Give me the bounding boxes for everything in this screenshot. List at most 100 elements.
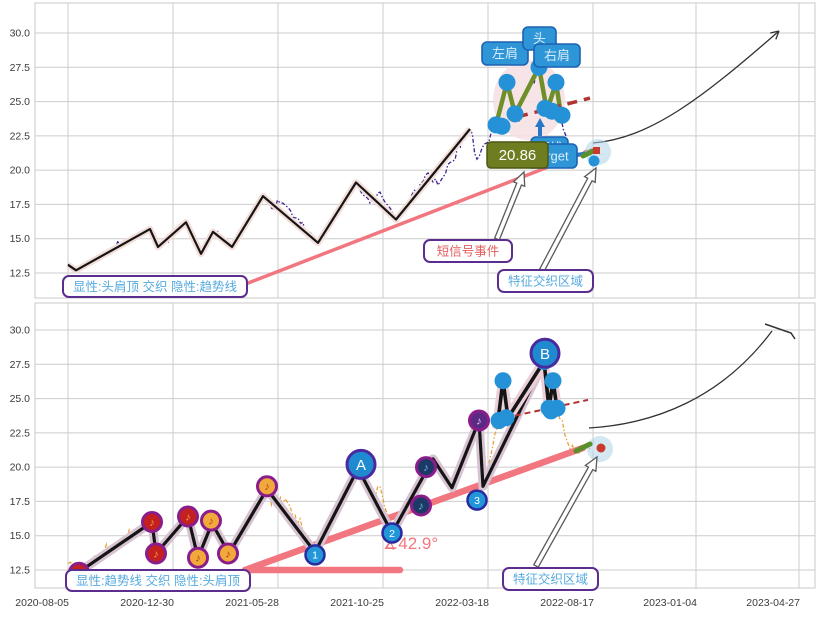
y-tick-label: 25.0: [10, 393, 31, 405]
note-icon: ♪: [195, 552, 201, 564]
trend-touch-number: 3: [474, 495, 480, 507]
annotation-label: 特征交织区域: [508, 274, 583, 289]
callout-arrow: [538, 166, 597, 273]
x-tick-label: 2020-08-05: [15, 597, 69, 609]
note-icon: ♪: [208, 515, 214, 527]
note-icon: ♪: [153, 548, 159, 560]
pattern-vertex-dot: [506, 105, 524, 123]
bottom-panel: 30.0 27.5 25.0 22.5 20.0 17.5 15.0 12.5 2020-08-…: [10, 302, 816, 609]
note-event-marker: [187, 546, 209, 569]
y-tick-label: 30.0: [10, 28, 31, 40]
note-icon: ♪: [418, 500, 424, 512]
note-icon: ♪: [185, 511, 191, 523]
trend-touch-marker: [304, 544, 326, 566]
pattern-label: 头: [533, 31, 546, 46]
zigzag-line: [77, 360, 546, 575]
x-tick-label: 2023-01-04: [643, 597, 697, 609]
callout-arrow: [532, 455, 598, 569]
x-tick-label: 2022-03-18: [435, 597, 489, 609]
curve-arrowhead: [770, 30, 780, 34]
target-value-box: [486, 141, 549, 169]
top-panel: 30.027.525.022.520.017.515.012.5颈线target…: [10, 2, 816, 299]
x-tick-label: 2021-10-25: [330, 597, 384, 609]
y-tick-label: 22.5: [10, 427, 31, 439]
note-event-marker: [141, 511, 163, 533]
y-tick-label: 15.0: [10, 530, 31, 542]
pattern-vertex-dot: [553, 106, 571, 124]
wave-point-letter: B: [540, 346, 550, 363]
x-tick-label: 2023-04-27: [746, 597, 800, 609]
note-icon: ♪: [225, 548, 231, 560]
curve-arrowhead: [775, 30, 780, 40]
x-tick-label: 2020-12-30: [120, 597, 174, 609]
pattern-box: [533, 43, 581, 68]
wave-point-letter: A: [356, 457, 366, 474]
y-tick-label: 15.0: [10, 233, 31, 245]
annotation-box: [423, 239, 513, 263]
pattern-box: [481, 41, 529, 66]
note-icon: ♪: [149, 517, 155, 529]
note-event-marker: [200, 509, 222, 532]
curve-end-bar: [764, 323, 796, 340]
note-event-marker: [415, 456, 437, 479]
pattern-vertex-dot: [493, 117, 511, 135]
note-event-marker: [177, 505, 199, 528]
green-tip-segment: [573, 441, 593, 454]
pattern-vertex-dot: [547, 73, 565, 91]
note-icon: ♪: [423, 462, 429, 474]
signal-red-square: [593, 147, 600, 154]
annotation-label: 显性:趋势线 交织 隐性:头肩顶: [76, 573, 240, 588]
annotation-box: [62, 275, 248, 298]
pattern-vertex-dot: [544, 372, 562, 390]
signal-red-dot: [596, 443, 606, 453]
annotation-label: 特征交织区域: [513, 572, 588, 587]
y-tick-label: 20.0: [10, 462, 31, 474]
pattern-vertex-dot: [494, 372, 512, 390]
zigzag-line: [67, 128, 471, 272]
wave-point-marker: [529, 337, 561, 369]
blue-arrow: [535, 118, 545, 136]
pattern-vertex-dot: [548, 399, 566, 417]
trend-touch-number: 2: [389, 528, 395, 540]
y-tick-label: 17.5: [10, 199, 31, 211]
x-tick-label: 2021-05-28: [225, 597, 279, 609]
pattern-vertex-dot: [498, 73, 516, 91]
wave-point-marker: [345, 448, 377, 480]
y-tick-label: 27.5: [10, 359, 31, 371]
callout-arrow: [493, 170, 526, 241]
signal-blue-dot: [588, 155, 600, 167]
projection-curve: [588, 330, 773, 429]
y-tick-label: 20.0: [10, 165, 31, 177]
note-event-marker: [256, 475, 278, 498]
pattern-label: 右肩: [544, 48, 570, 63]
y-tick-label: 27.5: [10, 62, 31, 74]
annotation-label: 短信号事件: [437, 245, 500, 259]
y-tick-label: 12.5: [10, 267, 31, 279]
note-event-marker: [410, 494, 432, 517]
annotation-box: [502, 567, 599, 591]
annotation-box: [497, 269, 594, 293]
note-event-marker: [217, 542, 239, 565]
x-tick-label: 2022-08-17: [540, 597, 594, 609]
trend-touch-marker: [466, 489, 488, 511]
pattern-vertex-dot: [497, 409, 515, 427]
y-tick-label: 12.5: [10, 564, 31, 576]
trend-touch-marker: [381, 522, 403, 544]
y-tick-label: 25.0: [10, 96, 31, 108]
note-event-marker: [468, 409, 490, 432]
pattern-label: 左肩: [492, 46, 518, 61]
note-event-marker: [145, 542, 167, 565]
note-icon: ♪: [476, 415, 482, 427]
note-icon: ♪: [264, 481, 270, 493]
annotation-box: [65, 569, 251, 592]
y-tick-label: 17.5: [10, 496, 31, 508]
y-tick-label: 22.5: [10, 130, 31, 142]
target-value: 20.86: [499, 147, 537, 164]
projection-curve: [592, 30, 780, 144]
trend-line: [228, 148, 594, 292]
trend-touch-number: 1: [312, 550, 318, 562]
y-tick-label: 30.0: [10, 325, 31, 337]
annotation-label: 显性:头肩顶 交织 隐性:趋势线: [73, 279, 237, 294]
